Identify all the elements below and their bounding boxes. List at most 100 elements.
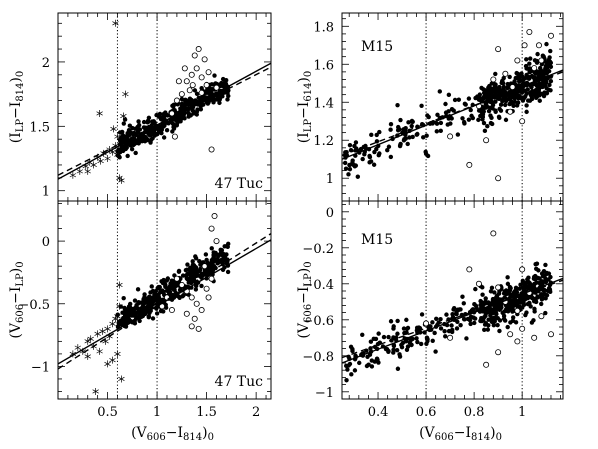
outlier-point (191, 52, 198, 59)
data-point (404, 330, 409, 335)
outlier-point (531, 334, 538, 341)
data-point (388, 121, 394, 127)
outlier-point (519, 118, 526, 125)
data-point (468, 321, 473, 327)
data-point (137, 127, 143, 132)
data-point (509, 307, 515, 313)
data-point (171, 283, 177, 288)
data-point (181, 113, 186, 119)
data-point (460, 294, 465, 299)
data-point (365, 354, 370, 359)
data-point (360, 156, 365, 162)
y-tick-label: 1.2 (313, 134, 334, 149)
data-point (443, 334, 448, 339)
data-point (528, 56, 533, 61)
outlier-point (208, 146, 215, 153)
data-point (130, 312, 135, 318)
star-point (104, 325, 111, 333)
data-point (460, 116, 465, 121)
data-point (122, 305, 127, 311)
outlier-point (538, 57, 545, 64)
y-tick-label: −0.8 (302, 350, 334, 365)
outlier-point (423, 320, 430, 327)
star-point (118, 176, 125, 184)
data-point (502, 289, 507, 294)
data-point (404, 326, 410, 332)
data-point (388, 319, 394, 324)
y-tick-label: 1 (42, 185, 50, 200)
data-point (548, 48, 553, 54)
data-point (543, 279, 549, 285)
outlier-point (490, 230, 497, 237)
data-point (224, 252, 229, 257)
data-point (360, 332, 365, 337)
y-tick-label: −0.6 (302, 314, 334, 329)
data-point (218, 247, 223, 252)
data-point (369, 364, 375, 369)
data-point (415, 131, 420, 137)
outlier-point (507, 331, 514, 338)
data-point (472, 320, 477, 326)
data-point (542, 90, 547, 95)
data-point (537, 98, 542, 103)
data-point (124, 145, 129, 150)
data-point (539, 301, 544, 307)
data-point (397, 127, 402, 132)
data-point (198, 107, 204, 112)
data-point (488, 89, 493, 95)
data-point (190, 259, 195, 264)
data-point (511, 298, 517, 303)
data-point (342, 160, 348, 166)
data-point (424, 341, 429, 346)
data-point (357, 360, 362, 366)
outlier-point (178, 91, 185, 98)
data-point (488, 113, 493, 118)
data-point (132, 306, 137, 312)
data-point (481, 120, 487, 126)
data-point (152, 292, 157, 297)
data-point (130, 132, 136, 137)
data-point (534, 69, 540, 74)
outlier-point (198, 307, 205, 314)
data-point (150, 136, 155, 141)
data-point (226, 93, 231, 99)
data-point (542, 291, 547, 297)
data-point (526, 74, 531, 80)
y-tick-label: 0 (42, 235, 50, 250)
data-point (482, 128, 488, 134)
data-point (120, 129, 125, 135)
data-point (493, 99, 498, 104)
data-point (372, 149, 377, 155)
data-point (438, 128, 443, 134)
data-point (495, 322, 500, 328)
outlier-point (502, 70, 509, 77)
data-point (461, 301, 466, 306)
data-point (150, 297, 156, 303)
outlier-point (198, 74, 205, 81)
data-point (147, 133, 153, 138)
outlier-point (495, 46, 502, 53)
data-point (523, 63, 529, 69)
y-tick-label: 0 (326, 206, 334, 221)
data-point (146, 313, 151, 319)
x-tick-label: 1 (518, 405, 526, 420)
outlier-point (208, 275, 215, 282)
data-point (443, 101, 448, 107)
data-point (468, 107, 473, 113)
data-point (170, 103, 175, 109)
data-point (462, 317, 467, 322)
data-point (535, 51, 540, 57)
data-point (524, 109, 529, 115)
data-point (138, 300, 144, 305)
data-point (376, 152, 381, 158)
data-point (153, 132, 158, 137)
outlier-point (466, 266, 473, 273)
data-point (525, 301, 531, 307)
y-tick-label: −0.2 (302, 242, 334, 257)
data-point (505, 281, 511, 287)
data-point (374, 132, 379, 138)
data-point (454, 309, 459, 315)
data-point (474, 305, 479, 311)
data-point (540, 273, 546, 279)
data-point (159, 279, 164, 284)
